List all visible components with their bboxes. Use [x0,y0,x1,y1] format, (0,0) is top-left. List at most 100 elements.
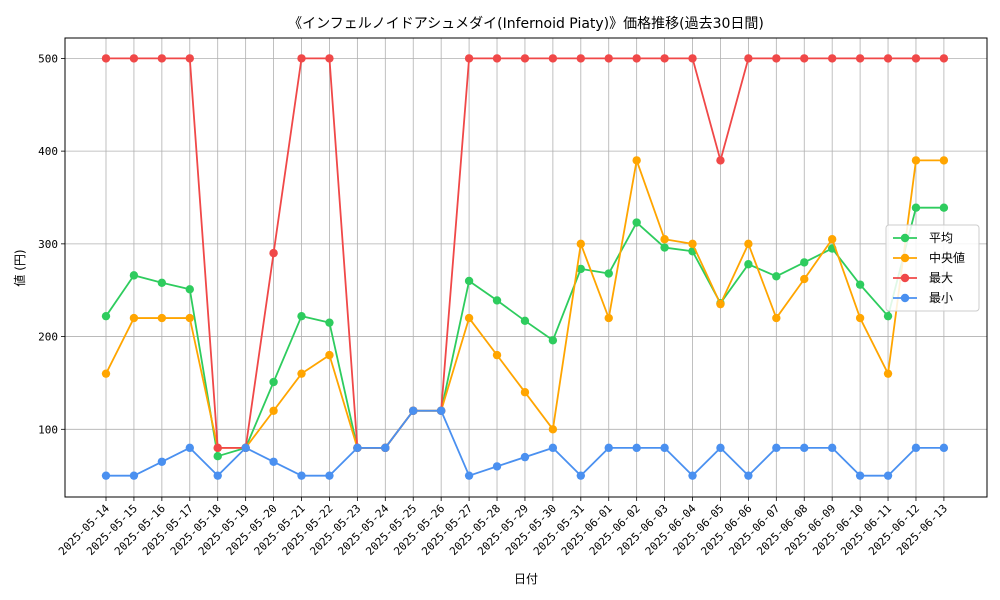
series-4 [101,406,949,480]
data-point [464,276,474,286]
data-point [883,54,893,63]
data-point [464,471,474,480]
data-point [548,443,558,453]
data-point [772,272,781,281]
data-point [688,239,697,249]
data-point [576,54,586,63]
data-point [297,54,306,63]
data-point [520,388,530,397]
data-point [157,54,167,63]
data-point [576,239,586,249]
data-point [660,235,669,244]
data-point [632,443,641,453]
data-point [883,311,893,321]
data-point [185,443,194,453]
data-point [436,406,446,415]
data-point [604,269,613,278]
data-point [409,406,418,415]
data-point [604,313,613,323]
data-point [213,443,222,453]
legend-marker [900,253,910,263]
y-tick-label: 300 [38,238,58,251]
data-point [520,452,530,462]
data-point [492,296,502,305]
data-point [325,350,334,360]
data-point [185,313,194,323]
data-point [297,369,306,378]
data-point [492,54,502,63]
data-point [744,54,753,63]
grid-layer [65,38,987,497]
data-point [269,377,278,387]
data-point [492,350,502,360]
data-point [800,443,809,453]
data-point [325,54,334,63]
data-point [353,443,362,453]
data-point [911,54,921,63]
legend-marker [900,293,910,303]
data-point [855,313,865,323]
plot-frame [64,37,988,498]
data-point [185,285,194,294]
data-point [520,316,530,326]
data-point [800,274,809,284]
data-point [660,443,669,453]
legend-marker [900,273,910,283]
data-point [772,313,781,323]
data-point [800,258,809,267]
data-point [185,54,194,63]
data-point [101,471,111,480]
y-tick-label: 200 [38,331,58,344]
data-point [827,235,837,244]
data-point [129,54,139,63]
data-point [632,218,641,227]
data-point [855,54,865,63]
data-point [381,443,390,453]
data-point [213,471,222,480]
legend-marker [900,233,910,243]
data-point [548,54,558,63]
data-point [269,406,278,415]
data-point [101,54,111,63]
data-point [297,471,306,480]
data-point [800,54,809,63]
data-point [688,471,697,480]
data-point [576,471,586,480]
y-tick-label: 400 [38,145,58,158]
legend-item: 最大 [893,271,953,285]
legend-item: 平均 [893,231,953,245]
data-point [772,443,781,453]
data-point [772,54,781,63]
data-point [883,471,893,480]
legend-item: 中央値 [893,250,965,265]
data-point [492,462,502,471]
data-point [129,271,139,280]
legend-frame [885,224,980,312]
data-point [157,278,167,287]
data-point [827,443,837,453]
data-point [660,54,669,63]
tick-layer: 2025-05-142025-05-152025-05-162025-05-17… [38,52,950,558]
data-point [604,54,613,63]
y-tick-label: 100 [38,423,58,436]
data-point [157,457,167,466]
legend-label: 中央値 [929,250,965,265]
data-point [744,260,753,269]
data-point [213,452,222,461]
data-point [855,471,865,480]
data-point [241,443,250,453]
data-point [716,299,725,309]
data-point [632,156,641,165]
data-point [464,54,474,63]
data-point [297,311,306,321]
data-point [688,54,697,63]
data-point [548,425,558,434]
data-point [129,313,139,323]
data-point [883,369,893,378]
data-point [827,54,837,63]
data-point [129,471,139,480]
y-tick-label: 500 [38,52,58,65]
data-point [939,203,949,212]
